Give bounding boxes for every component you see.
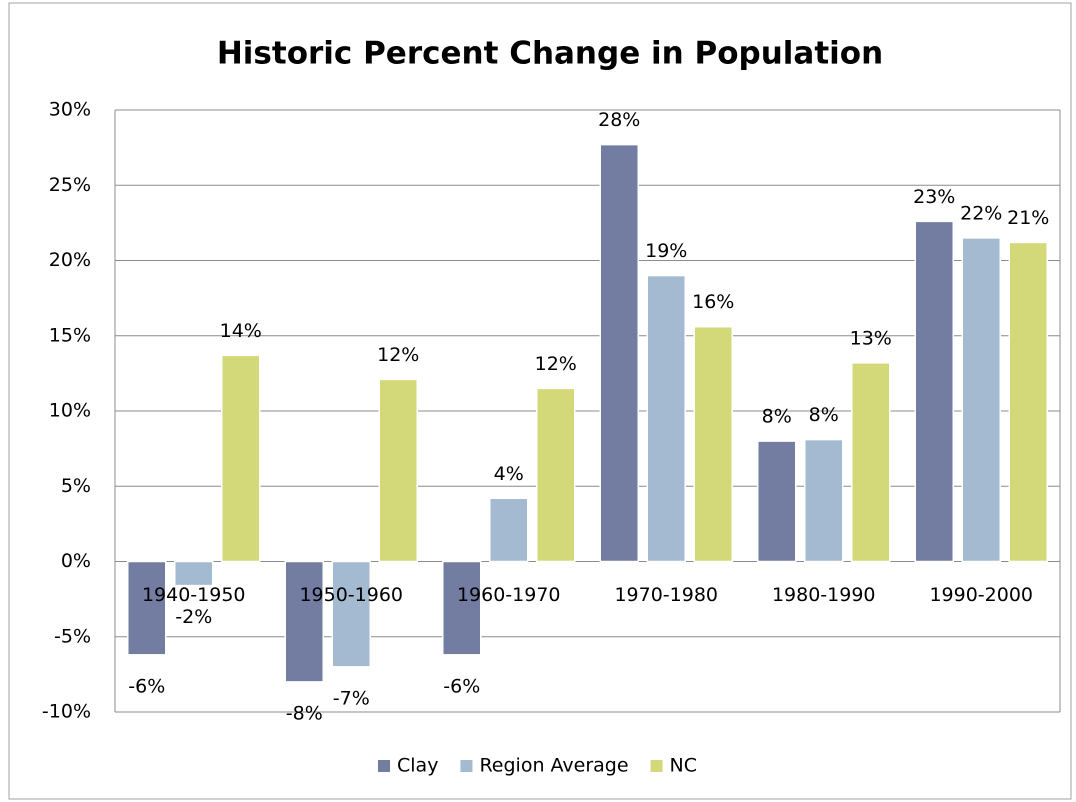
bar [378, 378, 418, 563]
data-label: -7% [333, 687, 370, 709]
x-tick-label: 1940-1950 [142, 584, 246, 606]
y-tick-label: 10% [49, 400, 91, 422]
data-label: 8% [809, 404, 839, 426]
chart-title: Historic Percent Change in Population [217, 36, 883, 72]
data-label: 28% [598, 109, 640, 131]
legend-label: NC [670, 755, 697, 777]
data-label: -8% [286, 702, 323, 724]
data-label: 23% [913, 186, 955, 208]
data-label: 4% [494, 463, 524, 485]
x-tick-label: 1980-1990 [772, 584, 876, 606]
x-tick-label: 1990-2000 [929, 584, 1033, 606]
y-tick-label: 0% [61, 550, 91, 572]
x-tick-label: 1970-1980 [614, 584, 718, 606]
bar [599, 143, 639, 563]
bar [221, 354, 261, 563]
bar [284, 560, 324, 683]
legend-swatch [378, 760, 390, 772]
bar [961, 237, 1001, 563]
bar [757, 440, 797, 563]
data-label: 16% [692, 291, 734, 313]
bar [127, 560, 167, 656]
y-tick-label: 5% [61, 475, 91, 497]
data-label: 21% [1007, 207, 1049, 229]
bar [646, 274, 686, 563]
x-tick-label: 1960-1970 [457, 584, 561, 606]
bar [1008, 241, 1048, 563]
data-label: 19% [645, 240, 687, 262]
y-tick-label: -5% [54, 625, 91, 647]
bar [804, 438, 844, 563]
bar [851, 362, 891, 563]
data-label: 14% [220, 320, 262, 342]
bar [489, 497, 529, 563]
y-tick-label: -10% [42, 701, 91, 723]
x-tick-label: 1950-1960 [299, 584, 403, 606]
bar [536, 387, 576, 563]
y-tick-label: 25% [49, 174, 91, 196]
bar [442, 560, 482, 656]
bar [331, 560, 371, 668]
data-label: -6% [128, 675, 165, 697]
legend-swatch [460, 760, 473, 772]
data-label: 8% [762, 406, 792, 428]
data-label: 13% [850, 327, 892, 349]
bar [693, 325, 733, 563]
data-label: -2% [175, 606, 212, 628]
data-label: 12% [377, 344, 419, 366]
legend-label: Clay [397, 755, 438, 777]
y-tick-label: 15% [49, 324, 91, 346]
data-label: -6% [443, 675, 480, 697]
data-label: 12% [535, 353, 577, 375]
bar [914, 220, 954, 563]
legend-label: Region Average [479, 755, 628, 777]
y-tick-label: 20% [49, 249, 91, 271]
legend-swatch [650, 760, 663, 772]
bar [174, 560, 214, 587]
y-tick-label: 30% [49, 99, 91, 121]
data-label: 22% [960, 202, 1002, 224]
